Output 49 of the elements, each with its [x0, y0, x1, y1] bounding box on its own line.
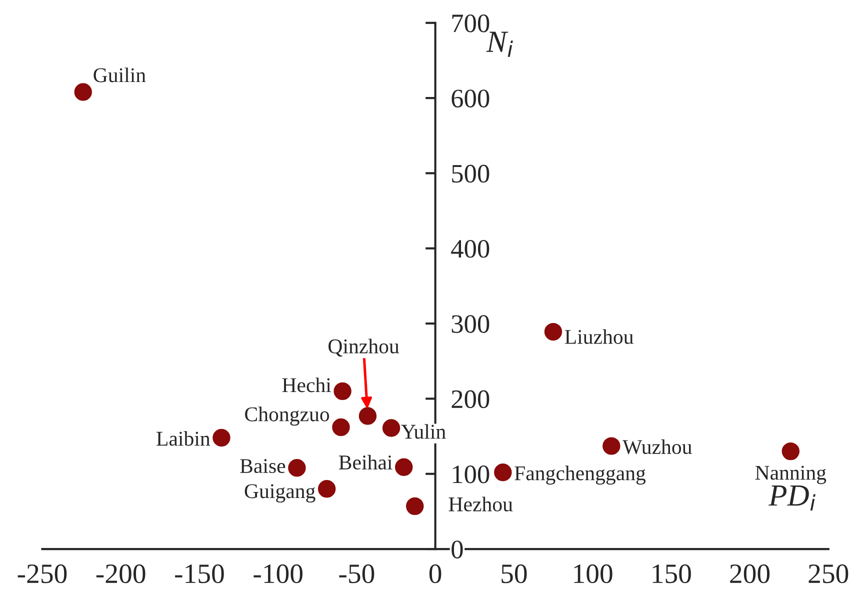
point [288, 458, 306, 477]
point [406, 497, 424, 516]
annotation: Nanning [755, 466, 826, 484]
point [334, 382, 352, 400]
y-tick-label: 0 [452, 540, 463, 558]
point [318, 480, 336, 498]
y-axis-title: N$_{i}$ [486, 32, 513, 57]
y-tick-label: 200 [452, 390, 490, 408]
y-tick-label: 600 [452, 90, 490, 108]
annotation: Guilin [94, 68, 146, 82]
annotation: Hezhou [448, 496, 513, 512]
point [358, 407, 377, 425]
x-tick-label: -200 [96, 564, 146, 584]
x-axis-title: PD$_{i}$ [768, 486, 816, 511]
x-tick-label: 250 [808, 564, 848, 584]
y-tick-label: 500 [452, 164, 490, 183]
annotation: Hechi [282, 378, 332, 392]
y-tick-label: 300 [452, 315, 490, 333]
point [494, 464, 512, 482]
point [395, 458, 413, 476]
x-tick-label: -250 [18, 564, 67, 584]
x-tick-label: -100 [254, 564, 302, 584]
x-tick-label: 100 [574, 564, 612, 584]
x-tick-label: 200 [730, 564, 770, 584]
annotation: Guigang [244, 484, 316, 503]
annotation: Wuzhou [622, 439, 692, 454]
annotation: Baise [240, 459, 286, 474]
annotation: Liuzhou [564, 329, 634, 344]
x-tick-label: 50 [502, 564, 527, 584]
x-tick-label: -50 [339, 564, 374, 584]
y-tick-label: 700 [452, 14, 490, 32]
annotation: Yulin [401, 424, 446, 439]
point [212, 428, 230, 447]
point [332, 418, 350, 436]
point [74, 83, 92, 101]
annotation: Laibin [156, 431, 210, 446]
y-tick-label: 400 [451, 240, 490, 258]
point [382, 419, 400, 437]
point [602, 437, 620, 455]
annotation: Fangchenggang [514, 466, 646, 485]
point [544, 322, 562, 341]
x-tick-label: 0 [429, 564, 442, 584]
annotation: Beihai [338, 454, 392, 470]
y-tick-label: 100 [452, 465, 490, 484]
annotation: Chongzuo [245, 406, 330, 426]
annotation: Qinzhou [328, 338, 400, 357]
point [782, 442, 800, 460]
x-tick-label: 150 [652, 564, 691, 584]
x-tick-label: -150 [175, 564, 224, 584]
